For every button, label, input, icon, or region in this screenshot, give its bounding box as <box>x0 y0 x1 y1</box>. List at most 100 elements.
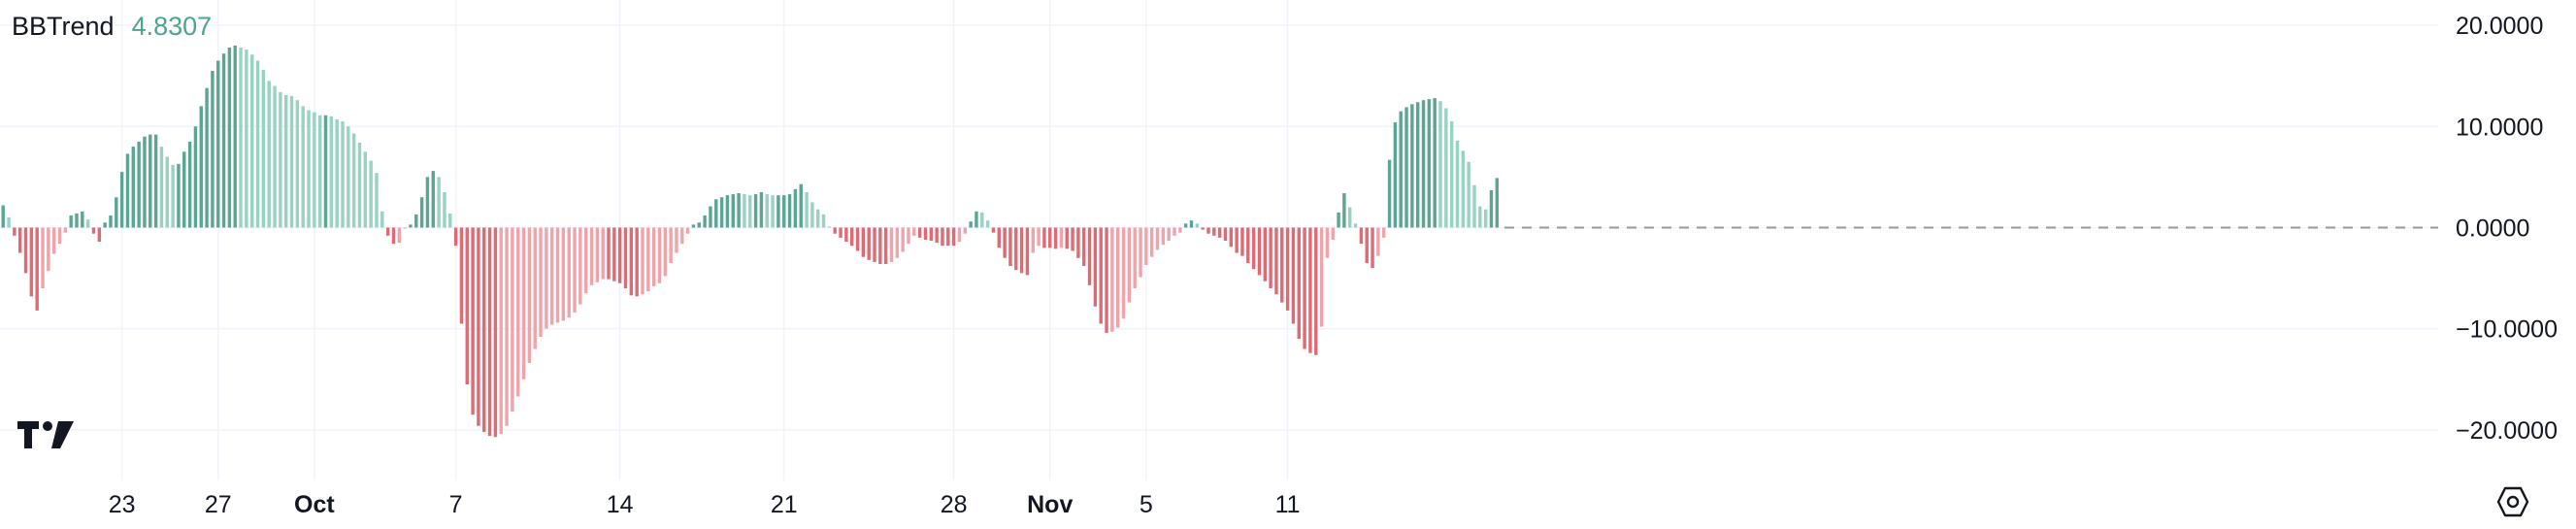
histogram-bar <box>41 227 45 288</box>
histogram-bar <box>1274 227 1278 295</box>
histogram-bar <box>216 60 220 228</box>
histogram-bar <box>1342 193 1346 228</box>
histogram-bar <box>1337 212 1340 228</box>
histogram-bar <box>1246 227 1250 263</box>
histogram-bar <box>753 194 758 228</box>
histogram-bar <box>1071 227 1074 251</box>
histogram-bar <box>317 115 322 228</box>
histogram-bar <box>974 211 978 228</box>
histogram-bar <box>193 126 198 228</box>
histogram-bar <box>1376 227 1380 256</box>
histogram-bar <box>550 227 554 325</box>
histogram-bar <box>409 224 413 228</box>
histogram-bar <box>499 227 503 435</box>
x-axis[interactable]: 23 27 Oct 7 14 21 28 Nov 5 11 <box>109 491 1301 518</box>
histogram-bar <box>765 194 769 228</box>
histogram-bar <box>91 227 96 234</box>
histogram-bar <box>397 227 401 244</box>
histogram-bar <box>69 215 73 228</box>
histogram-bar <box>1478 206 1482 228</box>
histogram-bar <box>369 160 373 228</box>
y-axis[interactable]: 20.0000 10.0000 0.0000 −10.0000 −20.0000 <box>2456 13 2558 445</box>
histogram-bar <box>703 215 707 228</box>
histogram-bar <box>131 147 135 228</box>
histogram-bar <box>1353 223 1358 228</box>
y-tick-label: 20.0000 <box>2456 13 2543 40</box>
histogram-bar <box>380 211 384 228</box>
histogram-bar <box>341 121 345 228</box>
histogram-bar <box>516 227 520 397</box>
histogram-bar <box>1387 159 1392 228</box>
histogram-bar <box>980 212 984 228</box>
histogram-bar <box>182 151 186 228</box>
indicator-name[interactable]: BBTrend <box>12 12 115 41</box>
histogram-bar <box>1472 184 1476 228</box>
histogram-bar <box>443 192 446 228</box>
settings-hexagon-icon[interactable] <box>2496 485 2529 518</box>
histogram-bar <box>691 224 696 228</box>
histogram-bar <box>714 199 718 228</box>
histogram-bar <box>578 227 582 305</box>
histogram-bar <box>1003 227 1007 258</box>
histogram-bar <box>511 227 514 413</box>
histogram-bar <box>1399 111 1403 228</box>
histogram-bar <box>477 227 480 426</box>
histogram-bar <box>1161 227 1166 246</box>
histogram-bar <box>748 195 752 228</box>
histogram-bar <box>1105 227 1108 333</box>
histogram-bar <box>1183 223 1188 228</box>
histogram-bar <box>233 45 237 228</box>
histogram-bar <box>941 227 944 247</box>
histogram-bar <box>901 227 905 252</box>
x-tick-label: 5 <box>1139 491 1153 518</box>
indicator-value: 4.8307 <box>131 12 213 41</box>
histogram-bar <box>1110 227 1114 332</box>
x-tick-label: Nov <box>1027 491 1073 518</box>
histogram-bar <box>861 227 866 257</box>
histogram-bar <box>85 219 90 228</box>
histogram-bar <box>1019 227 1024 274</box>
histogram-bar <box>323 115 328 228</box>
histogram-bar <box>878 227 882 264</box>
histogram-bar <box>1433 98 1437 228</box>
histogram-bar <box>1235 227 1238 253</box>
y-tick-label: 0.0000 <box>2456 215 2529 242</box>
histogram-bar <box>239 47 243 228</box>
histogram-bar <box>617 227 622 283</box>
tradingview-logo[interactable] <box>16 417 78 452</box>
histogram-bar <box>929 227 934 242</box>
histogram-bar <box>255 60 260 228</box>
histogram-bar <box>731 194 735 228</box>
histogram-bar <box>1139 227 1142 278</box>
histogram-bar <box>13 227 17 236</box>
histogram-bar <box>1116 227 1120 328</box>
histogram-bar <box>149 134 152 228</box>
histogram-bar <box>284 94 288 228</box>
histogram-bar <box>482 227 486 432</box>
histogram-bar <box>1076 227 1080 258</box>
histogram-bar <box>187 141 192 228</box>
histogram-bar <box>357 142 362 228</box>
histogram-bar <box>431 171 435 228</box>
histogram-bar <box>171 164 175 228</box>
histogram-bar <box>385 227 390 236</box>
histogram-bar <box>1257 227 1262 276</box>
histogram-bar <box>63 227 68 233</box>
histogram-bar <box>453 227 458 247</box>
histogram-bar <box>75 213 79 228</box>
histogram-bar <box>313 112 316 228</box>
histogram-bar <box>1240 227 1244 256</box>
histogram-bar <box>991 227 996 233</box>
histogram-bar <box>985 220 990 228</box>
indicator-legend[interactable]: BBTrend 4.8307 <box>12 12 212 42</box>
histogram-bar <box>137 141 141 228</box>
histogram-bar <box>1 205 5 228</box>
histogram-bar <box>555 227 560 323</box>
histogram-bar <box>1201 227 1205 230</box>
histogram-bar <box>601 227 605 280</box>
histogram-bar <box>833 227 837 234</box>
histogram-bar <box>810 202 814 228</box>
histogram-bar <box>153 134 158 228</box>
histogram-bar <box>539 227 543 338</box>
